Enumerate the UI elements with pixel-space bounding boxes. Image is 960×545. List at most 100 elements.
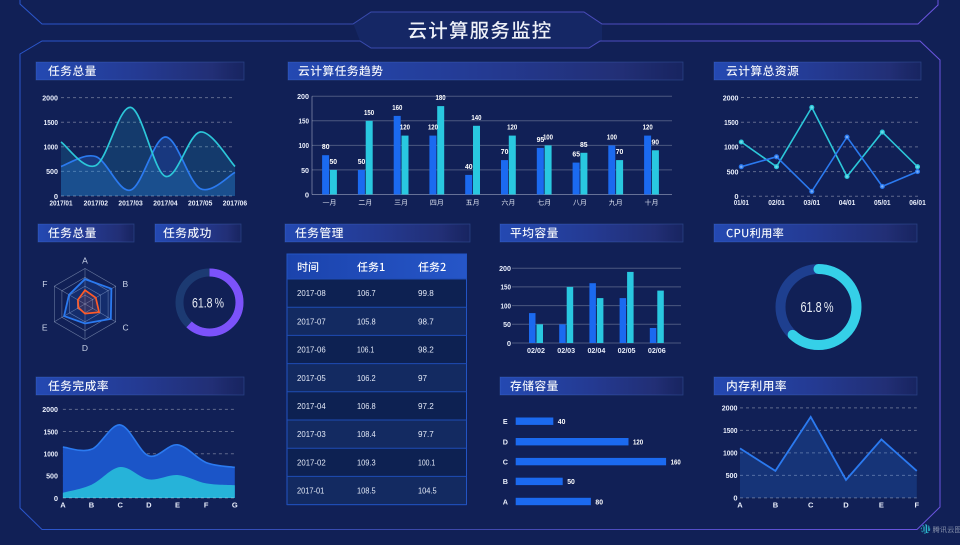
svg-text:50: 50 bbox=[330, 157, 338, 166]
svg-text:A: A bbox=[82, 256, 88, 266]
svg-text:06/01: 06/01 bbox=[909, 198, 926, 207]
svg-text:F: F bbox=[915, 501, 920, 510]
svg-text:106.1: 106.1 bbox=[357, 345, 374, 355]
svg-text:C: C bbox=[117, 501, 123, 510]
svg-text:05/01: 05/01 bbox=[874, 198, 891, 207]
svg-text:50: 50 bbox=[301, 166, 309, 175]
svg-text:0: 0 bbox=[305, 190, 309, 199]
svg-text:120: 120 bbox=[633, 438, 643, 447]
svg-text:2017-03: 2017-03 bbox=[297, 429, 326, 439]
svg-text:500: 500 bbox=[46, 167, 58, 176]
svg-text:1500: 1500 bbox=[44, 427, 58, 436]
svg-text:120: 120 bbox=[428, 123, 438, 132]
svg-text:98.7: 98.7 bbox=[418, 316, 434, 326]
svg-text:02/01: 02/01 bbox=[768, 198, 785, 207]
svg-text:105.8: 105.8 bbox=[357, 316, 376, 326]
svg-text:B: B bbox=[123, 279, 129, 289]
svg-text:150: 150 bbox=[299, 117, 310, 126]
svg-text:1000: 1000 bbox=[724, 143, 738, 152]
svg-text:2017/05: 2017/05 bbox=[188, 199, 212, 208]
svg-text:2000: 2000 bbox=[42, 405, 58, 414]
svg-text:109.3: 109.3 bbox=[357, 457, 376, 467]
svg-text:106.7: 106.7 bbox=[357, 288, 376, 298]
svg-text:100: 100 bbox=[299, 141, 310, 150]
svg-text:65: 65 bbox=[572, 150, 580, 159]
svg-text:1000: 1000 bbox=[723, 449, 737, 458]
svg-text:140: 140 bbox=[471, 113, 481, 122]
svg-text:100.1: 100.1 bbox=[418, 457, 435, 467]
svg-text:0: 0 bbox=[733, 494, 737, 503]
svg-text:B: B bbox=[773, 501, 779, 510]
svg-text:A: A bbox=[503, 497, 508, 506]
svg-text:2000: 2000 bbox=[42, 93, 58, 102]
svg-text:80: 80 bbox=[322, 142, 330, 151]
svg-text:108.5: 108.5 bbox=[357, 486, 376, 496]
svg-text:01/01: 01/01 bbox=[734, 198, 749, 207]
svg-text:E: E bbox=[175, 501, 180, 510]
svg-text:0: 0 bbox=[54, 192, 58, 201]
svg-text:D: D bbox=[843, 501, 849, 510]
svg-text:2017/03: 2017/03 bbox=[118, 199, 142, 208]
svg-text:0: 0 bbox=[734, 192, 738, 201]
svg-text:02/05: 02/05 bbox=[618, 346, 636, 355]
svg-text:C: C bbox=[503, 457, 508, 466]
svg-text:108.4: 108.4 bbox=[357, 429, 376, 439]
svg-text:D: D bbox=[503, 438, 508, 447]
svg-text:1500: 1500 bbox=[723, 426, 737, 435]
svg-text:120: 120 bbox=[643, 123, 653, 132]
svg-text:02/02: 02/02 bbox=[527, 346, 545, 355]
svg-text:2017-04: 2017-04 bbox=[297, 401, 326, 411]
svg-text:02/03: 02/03 bbox=[557, 346, 575, 355]
svg-text:180: 180 bbox=[436, 93, 446, 102]
svg-text:50: 50 bbox=[358, 157, 366, 166]
svg-text:160: 160 bbox=[392, 103, 402, 112]
svg-text:106.2: 106.2 bbox=[357, 373, 376, 383]
svg-text:97.2: 97.2 bbox=[418, 401, 434, 411]
svg-text:120: 120 bbox=[400, 123, 410, 132]
svg-text:70: 70 bbox=[501, 147, 509, 156]
svg-text:106.8: 106.8 bbox=[357, 401, 376, 411]
svg-text:G: G bbox=[232, 501, 238, 510]
svg-text:95: 95 bbox=[537, 135, 545, 144]
svg-text:B: B bbox=[503, 477, 508, 486]
svg-text:200: 200 bbox=[499, 264, 511, 273]
svg-text:E: E bbox=[879, 501, 884, 510]
svg-text:1000: 1000 bbox=[44, 450, 58, 459]
svg-text:1500: 1500 bbox=[44, 118, 58, 127]
svg-text:97.7: 97.7 bbox=[418, 429, 434, 439]
svg-text:E: E bbox=[503, 417, 508, 426]
svg-text:02/04: 02/04 bbox=[587, 346, 606, 355]
svg-text:85: 85 bbox=[580, 140, 588, 149]
svg-text:B: B bbox=[89, 501, 95, 510]
svg-text:120: 120 bbox=[507, 123, 517, 132]
svg-text:D: D bbox=[146, 501, 152, 510]
svg-text:2017-08: 2017-08 bbox=[297, 288, 326, 298]
svg-text:100: 100 bbox=[607, 132, 617, 141]
svg-text:2017-02: 2017-02 bbox=[297, 457, 326, 467]
svg-text:150: 150 bbox=[364, 108, 374, 117]
svg-text:500: 500 bbox=[46, 472, 58, 481]
svg-text:160: 160 bbox=[671, 457, 681, 466]
svg-text:2000: 2000 bbox=[723, 93, 739, 102]
svg-text:500: 500 bbox=[726, 471, 738, 480]
svg-text:104.5: 104.5 bbox=[418, 486, 437, 496]
svg-text:40: 40 bbox=[465, 162, 473, 171]
svg-text:80: 80 bbox=[595, 497, 603, 506]
svg-text:A: A bbox=[737, 501, 743, 510]
svg-text:50: 50 bbox=[567, 477, 575, 486]
svg-text:2017-05: 2017-05 bbox=[297, 373, 326, 383]
svg-text:2017/01: 2017/01 bbox=[49, 199, 72, 208]
svg-text:04/01: 04/01 bbox=[839, 198, 856, 207]
svg-text:1000: 1000 bbox=[44, 143, 58, 152]
svg-text:2017-01: 2017-01 bbox=[297, 486, 324, 496]
svg-text:500: 500 bbox=[727, 167, 739, 176]
svg-text:61.8 %: 61.8 % bbox=[801, 300, 834, 316]
svg-text:2017/02: 2017/02 bbox=[84, 199, 108, 208]
svg-text:90: 90 bbox=[652, 137, 660, 146]
svg-text:02/06: 02/06 bbox=[648, 346, 666, 355]
svg-text:F: F bbox=[42, 279, 47, 289]
svg-text:100: 100 bbox=[543, 132, 553, 141]
svg-text:61.8 %: 61.8 % bbox=[192, 295, 224, 310]
svg-text:C: C bbox=[808, 501, 814, 510]
svg-text:0: 0 bbox=[54, 494, 58, 503]
